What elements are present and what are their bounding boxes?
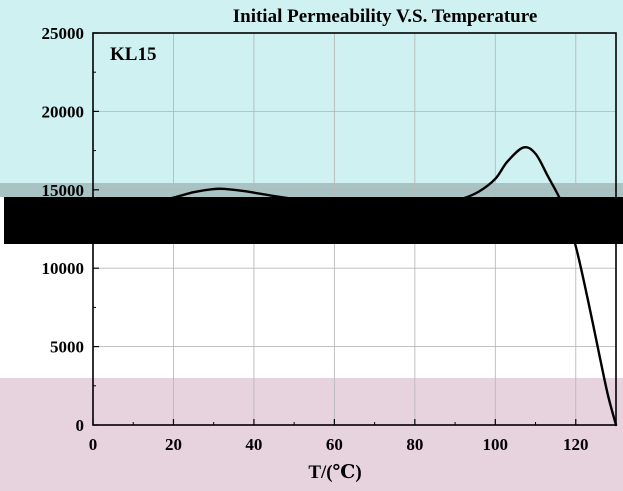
series-annotation: KL15 — [110, 44, 156, 65]
y-tick-label: 5000 — [50, 338, 84, 357]
band-bottom — [0, 378, 623, 491]
x-tick-label: 100 — [483, 435, 509, 454]
chart-title: Initial Permeability V.S. Temperature — [233, 6, 538, 27]
x-tick-label: 80 — [406, 435, 423, 454]
x-tick-label: 40 — [245, 435, 262, 454]
x-tick-label: 20 — [165, 435, 182, 454]
y-tick-label: 10000 — [42, 259, 85, 278]
y-tick-label: 25000 — [42, 24, 85, 43]
y-tick-label: 15000 — [42, 181, 85, 200]
band-top — [0, 0, 623, 183]
redaction-bar — [4, 197, 623, 244]
axis-ticks: 0 20 40 60 80 100 120 0 5000 10000 15000 20000 25000 — [42, 24, 589, 454]
y-tick-label: 0 — [76, 416, 85, 435]
y-tick-label: 20000 — [42, 102, 85, 121]
x-tick-label: 60 — [326, 435, 343, 454]
x-axis-label: T/(℃) — [308, 462, 361, 483]
x-tick-label: 120 — [563, 435, 589, 454]
x-tick-label: 0 — [89, 435, 98, 454]
